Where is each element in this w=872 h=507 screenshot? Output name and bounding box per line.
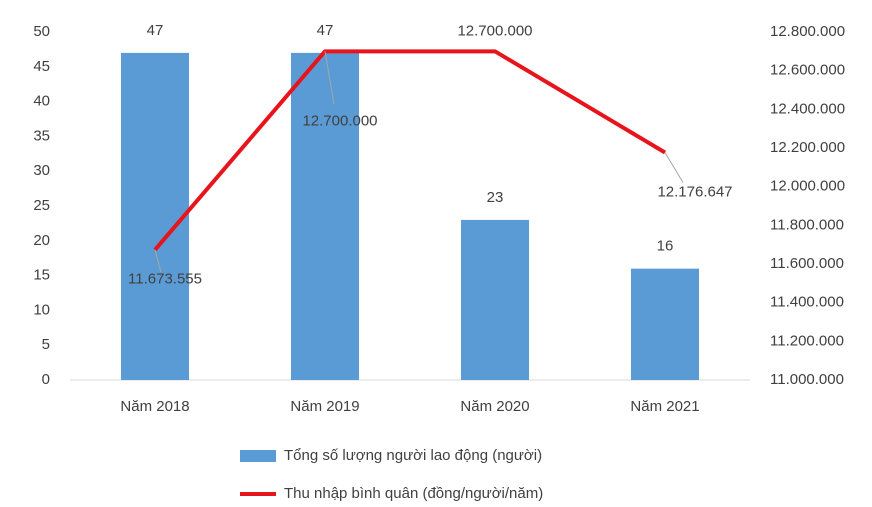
y-tick-label: 20 xyxy=(33,232,50,249)
legend-label: Thu nhập bình quân (đồng/người/năm) xyxy=(284,485,543,502)
y-tick-label: 35 xyxy=(33,127,50,144)
y2-tick-label: 11.000.000 xyxy=(770,371,844,388)
bar xyxy=(121,52,189,380)
y2-tick-label: 12.000.000 xyxy=(770,178,845,195)
y2-tick-label: 11.200.000 xyxy=(770,332,844,349)
line-value-label: 12.176.647 xyxy=(657,183,732,200)
bar-value-label: 16 xyxy=(657,238,674,255)
y2-tick-label: 12.800.000 xyxy=(770,23,845,40)
x-tick-label: Năm 2020 xyxy=(460,398,529,415)
bar xyxy=(291,52,359,380)
bar-value-label: 47 xyxy=(147,22,164,39)
y-tick-label: 40 xyxy=(33,93,50,110)
legend-label: Tổng số lượng người lao động (người) xyxy=(284,447,542,464)
legend-swatch xyxy=(240,450,276,462)
x-tick-label: Năm 2019 xyxy=(290,398,359,415)
y-tick-label: 25 xyxy=(33,197,50,214)
y2-tick-label: 11.400.000 xyxy=(770,294,844,311)
y2-tick-label: 11.800.000 xyxy=(770,216,844,233)
line-value-label: 12.700.000 xyxy=(302,112,377,129)
bar-value-label: 23 xyxy=(487,189,504,206)
y2-tick-label: 12.600.000 xyxy=(770,62,845,79)
y-tick-label: 15 xyxy=(33,267,50,284)
y2-tick-label: 12.400.000 xyxy=(770,100,845,117)
bar xyxy=(461,219,529,380)
leader-line xyxy=(324,51,335,104)
line-value-label: 12.700.000 xyxy=(457,22,532,39)
y-tick-label: 10 xyxy=(33,301,50,318)
y2-tick-label: 12.200.000 xyxy=(770,139,845,156)
y-tick-label: 30 xyxy=(33,162,50,179)
y2-tick-label: 11.600.000 xyxy=(770,255,844,272)
bar xyxy=(631,268,699,380)
y-tick-label: 45 xyxy=(33,58,50,75)
line-series xyxy=(153,49,667,252)
x-tick-label: Năm 2021 xyxy=(630,398,699,415)
leader-line xyxy=(154,249,162,273)
y-tick-label: 0 xyxy=(42,371,50,388)
bar-value-label: 47 xyxy=(317,22,334,39)
y-tick-label: 5 xyxy=(42,336,50,353)
leader-line xyxy=(664,152,684,183)
line-value-label: 11.673.555 xyxy=(128,271,202,288)
y-tick-label: 50 xyxy=(33,23,50,40)
x-tick-label: Năm 2018 xyxy=(120,398,189,415)
